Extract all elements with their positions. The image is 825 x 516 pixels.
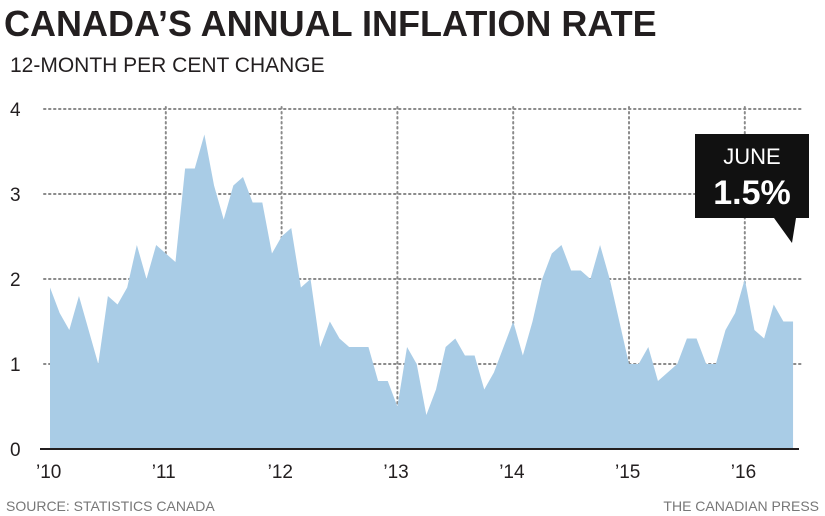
chart-title: CANADA’S ANNUAL INFLATION RATE [4, 3, 657, 44]
chart-subtitle: 12-MONTH PER CENT CHANGE [10, 54, 325, 77]
footer-credit: THE CANADIAN PRESS [663, 498, 819, 514]
callout-month: JUNE [723, 144, 780, 169]
series-area [50, 134, 794, 449]
x-tick-label: ’11 [152, 462, 176, 483]
x-tick-label: ’10 [36, 462, 61, 483]
y-tick-label: 4 [10, 100, 21, 121]
y-tick-label: 3 [10, 185, 21, 206]
x-tick-label: ’15 [615, 462, 640, 483]
y-tick-label: 2 [10, 270, 21, 291]
callout-box [695, 134, 809, 243]
x-tick-label: ’12 [268, 462, 293, 483]
x-tick-label: ’14 [499, 462, 525, 483]
x-tick-label: ’16 [731, 462, 756, 483]
x-tick-label: ’13 [383, 462, 408, 483]
callout: JUNE 1.5% [695, 134, 809, 243]
footer-source: SOURCE: STATISTICS CANADA [6, 498, 215, 514]
area-layer [50, 134, 794, 449]
callout-value: 1.5% [713, 174, 791, 212]
y-tick-label: 1 [10, 355, 21, 376]
y-tick-label: 0 [10, 440, 21, 461]
axis-layer: 0 1 2 3 4 ’10 ’11 ’12 ’13 ’14 ’15 ’16 [10, 100, 799, 483]
